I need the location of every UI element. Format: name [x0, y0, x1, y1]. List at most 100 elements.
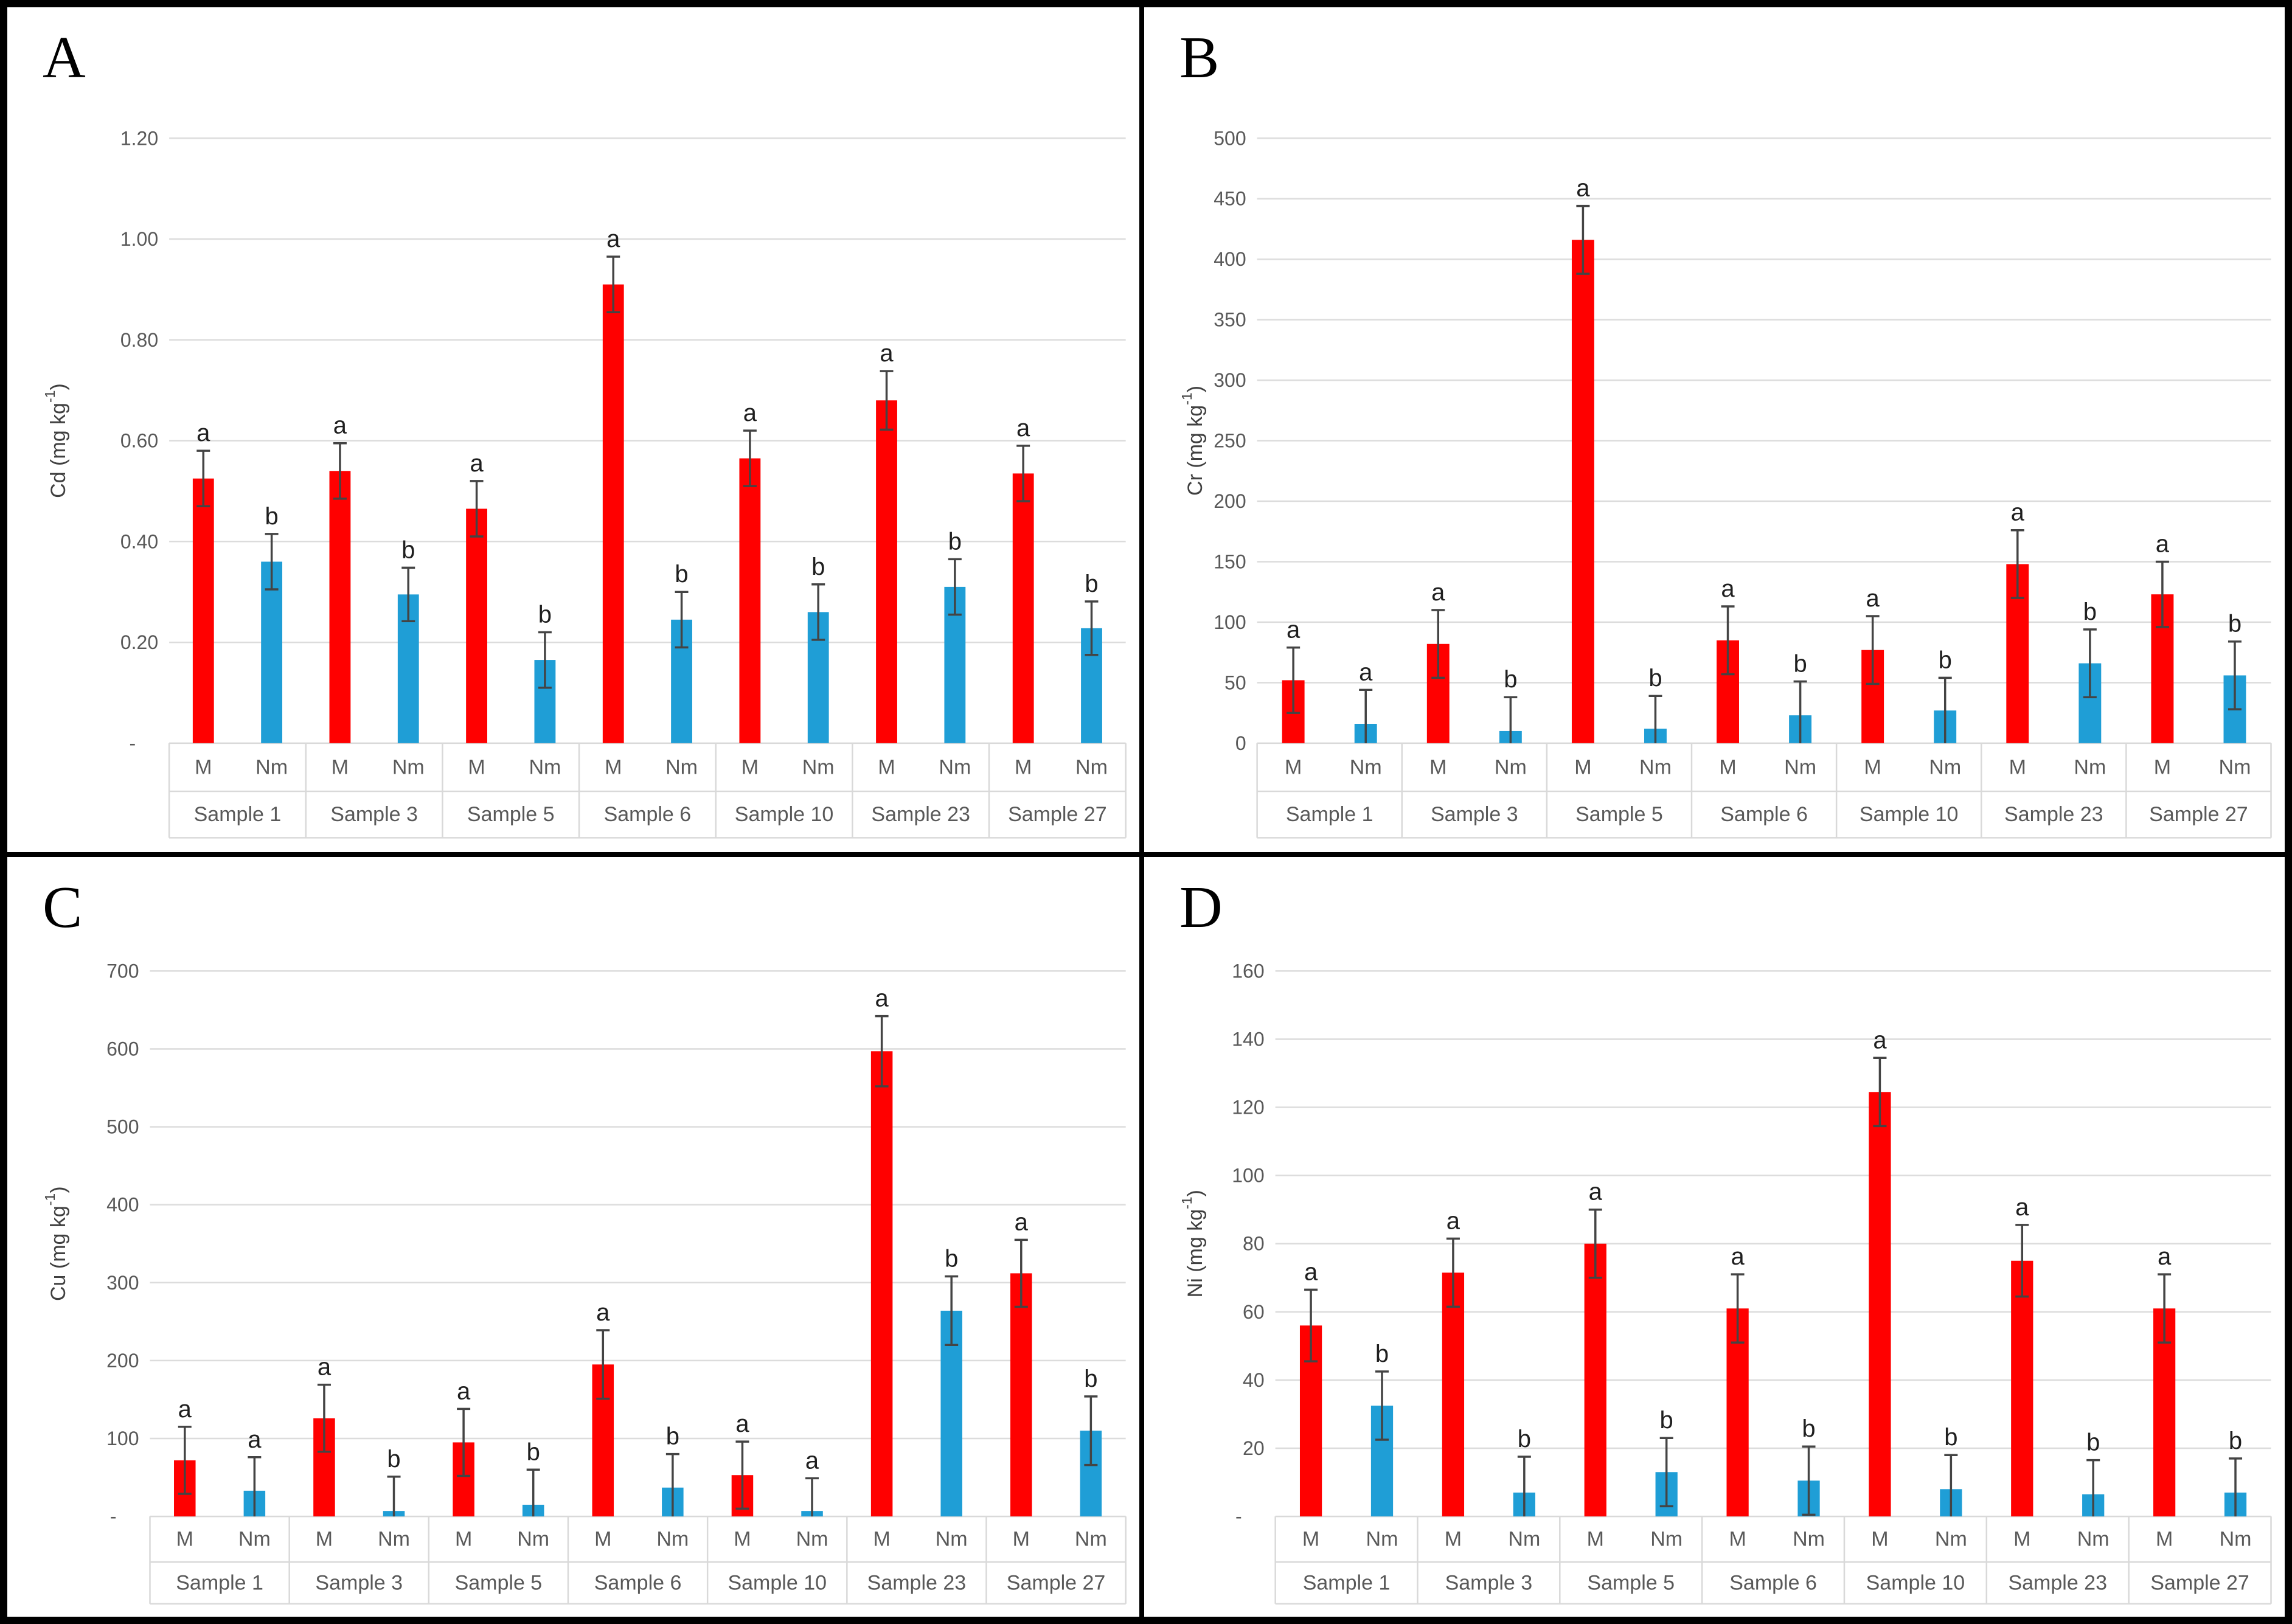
svg-text:a: a [248, 1426, 262, 1453]
svg-text:Sample 10: Sample 10 [1860, 803, 1959, 826]
svg-text:1.20: 1.20 [120, 127, 158, 149]
svg-text:a: a [1304, 1258, 1318, 1285]
svg-text:80: 80 [1243, 1233, 1265, 1255]
svg-text:Nm: Nm [2219, 755, 2251, 779]
svg-text:b: b [2228, 611, 2242, 637]
svg-text:200: 200 [106, 1350, 139, 1372]
svg-text:a: a [1016, 415, 1030, 442]
svg-text:-: - [129, 732, 136, 754]
panel-divider-vertical [1139, 7, 1144, 1617]
svg-text:a: a [805, 1447, 819, 1474]
svg-text:b: b [1504, 666, 1517, 693]
svg-text:0.40: 0.40 [120, 530, 158, 552]
svg-text:Sample 1: Sample 1 [1303, 1571, 1391, 1594]
svg-text:Sample 1: Sample 1 [1286, 803, 1373, 826]
svg-text:160: 160 [1232, 960, 1264, 982]
svg-text:b: b [2083, 599, 2097, 625]
svg-text:300: 300 [1214, 369, 1246, 391]
svg-text:Nm: Nm [1650, 1528, 1683, 1551]
svg-text:Nm: Nm [656, 1528, 689, 1551]
svg-text:Cd (mg kg-1): Cd (mg kg-1) [42, 383, 70, 498]
svg-text:M: M [2156, 1528, 2173, 1551]
svg-text:Sample 23: Sample 23 [2004, 803, 2103, 826]
svg-text:Nm: Nm [1929, 755, 1961, 779]
svg-text:Sample 23: Sample 23 [871, 803, 970, 826]
svg-text:b: b [666, 1423, 679, 1450]
svg-text:500: 500 [1214, 127, 1246, 149]
svg-text:700: 700 [106, 960, 139, 982]
svg-text:a: a [1866, 585, 1880, 612]
svg-text:60: 60 [1243, 1301, 1265, 1323]
svg-text:M: M [468, 755, 485, 779]
svg-text:a: a [1589, 1179, 1603, 1206]
svg-text:0.20: 0.20 [120, 631, 158, 653]
svg-text:b: b [387, 1446, 400, 1473]
svg-text:M: M [176, 1528, 193, 1551]
svg-text:b: b [1085, 571, 1098, 597]
svg-text:Sample 27: Sample 27 [2149, 803, 2248, 826]
svg-text:a: a [196, 420, 210, 446]
svg-text:M: M [316, 1528, 333, 1551]
svg-text:M: M [605, 755, 622, 779]
svg-text:Sample 3: Sample 3 [1431, 803, 1518, 826]
svg-text:Sample 6: Sample 6 [604, 803, 692, 826]
svg-text:b: b [1793, 650, 1807, 677]
svg-text:b: b [945, 1246, 958, 1272]
panel-letter-a: A [43, 25, 86, 91]
svg-text:Cu (mg kg-1): Cu (mg kg-1) [42, 1186, 70, 1301]
svg-text:M: M [878, 755, 895, 779]
svg-text:b: b [948, 528, 962, 555]
svg-text:a: a [2158, 1243, 2172, 1270]
svg-text:M: M [1574, 755, 1591, 779]
svg-text:M: M [1871, 1528, 1888, 1551]
svg-text:20: 20 [1243, 1437, 1265, 1459]
svg-text:M: M [1013, 1528, 1030, 1551]
svg-text:Nm: Nm [517, 1528, 549, 1551]
svg-text:Sample 5: Sample 5 [1587, 1571, 1675, 1594]
svg-text:Nm: Nm [796, 1528, 828, 1551]
cu-bar-chart: 700 600 500 400 300 200 100 - Cu (mg kg-1) a Ma Nm S… [42, 960, 1127, 1605]
svg-text:Nm: Nm [936, 1528, 968, 1551]
svg-text:Nm: Nm [2077, 1528, 2110, 1551]
svg-text:140: 140 [1232, 1028, 1264, 1050]
svg-text:Sample 6: Sample 6 [1729, 1571, 1817, 1594]
svg-text:M: M [1429, 755, 1446, 779]
svg-text:Cr (mg kg-1): Cr (mg kg-1) [1179, 386, 1207, 496]
svg-text:Nm: Nm [939, 755, 971, 779]
svg-text:Nm: Nm [1075, 755, 1108, 779]
svg-text:a: a [735, 1411, 749, 1437]
svg-text:Nm: Nm [378, 1528, 410, 1551]
svg-text:Nm: Nm [238, 1528, 271, 1551]
svg-text:-: - [110, 1505, 117, 1527]
svg-text:a: a [596, 1299, 610, 1326]
svg-text:40: 40 [1243, 1369, 1265, 1391]
svg-text:Sample 27: Sample 27 [2150, 1571, 2249, 1594]
svg-text:Nm: Nm [1793, 1528, 1825, 1551]
svg-text:50: 50 [1224, 671, 1246, 693]
svg-text:Sample 5: Sample 5 [1575, 803, 1663, 826]
svg-text:300: 300 [106, 1272, 139, 1294]
svg-text:0.80: 0.80 [120, 329, 158, 351]
svg-text:500: 500 [106, 1116, 139, 1138]
svg-text:b: b [675, 561, 688, 588]
svg-text:0.60: 0.60 [120, 430, 158, 452]
svg-text:150: 150 [1214, 550, 1246, 572]
svg-text:Sample 3: Sample 3 [315, 1571, 403, 1594]
svg-text:M: M [455, 1528, 472, 1551]
svg-text:M: M [1015, 755, 1032, 779]
svg-text:Sample 27: Sample 27 [1007, 1571, 1106, 1594]
svg-text:Sample 27: Sample 27 [1008, 803, 1107, 826]
svg-text:0: 0 [1235, 732, 1246, 754]
svg-text:a: a [1873, 1027, 1887, 1053]
svg-text:Nm: Nm [1639, 755, 1672, 779]
svg-text:Sample 3: Sample 3 [330, 803, 418, 826]
svg-text:M: M [1864, 755, 1881, 779]
svg-text:350: 350 [1214, 309, 1246, 331]
svg-text:a: a [470, 450, 484, 477]
panel-letter-c: C [43, 875, 83, 940]
svg-text:b: b [538, 601, 552, 628]
svg-text:a: a [1446, 1207, 1460, 1234]
